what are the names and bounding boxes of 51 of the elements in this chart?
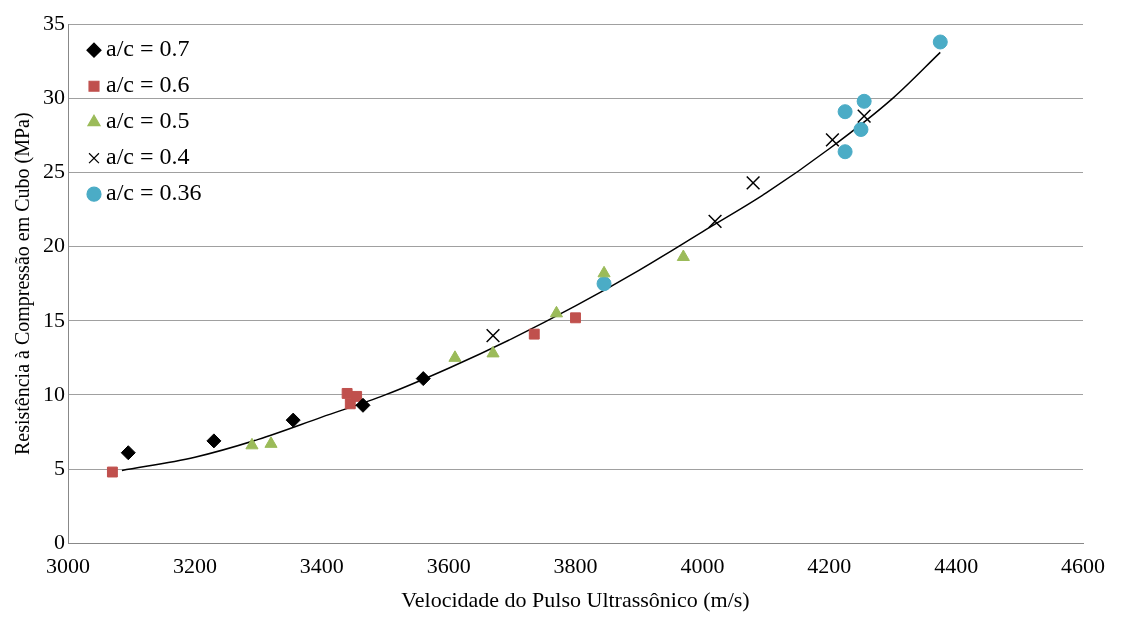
y-axis-title: Resistência à Compressão em Cubo (MPa) — [11, 112, 35, 456]
point — [837, 144, 853, 160]
point — [857, 109, 872, 124]
legend-label: a/c = 0.36 — [106, 179, 202, 206]
point — [264, 436, 278, 448]
point — [837, 104, 853, 120]
x-tick-label: 4200 — [807, 553, 852, 579]
x-tick-label: 4600 — [1061, 553, 1105, 579]
x-tick-label: 3800 — [553, 553, 598, 579]
x-tick-label: 3000 — [46, 553, 90, 579]
y-tick-label: 10 — [43, 380, 65, 406]
point — [549, 305, 564, 318]
x-tick-label: 4000 — [680, 553, 725, 579]
x-tick-label: 3200 — [172, 553, 217, 579]
point — [285, 412, 301, 428]
point — [596, 276, 612, 292]
point — [415, 371, 431, 387]
y-tick-label: 30 — [43, 84, 65, 110]
y-tick-label: 25 — [43, 158, 65, 184]
point — [486, 345, 500, 358]
x-tick-label: 3400 — [299, 553, 344, 579]
point — [676, 249, 690, 262]
point — [570, 312, 581, 324]
point — [448, 350, 462, 362]
legend-label: a/c = 0.5 — [106, 107, 190, 134]
point — [707, 214, 723, 229]
legend-label: a/c = 0.7 — [106, 35, 190, 62]
point — [245, 437, 259, 450]
point — [206, 433, 222, 449]
x-tick-label: 4400 — [934, 553, 979, 579]
point — [597, 265, 611, 278]
x-tick-label: 3600 — [426, 553, 471, 579]
point — [106, 466, 118, 478]
x-axis-title: Velocidade do Pulso Ultrassônico (m/s) — [401, 586, 750, 612]
point — [528, 328, 540, 340]
point — [853, 121, 869, 137]
point — [746, 175, 761, 190]
point — [856, 93, 872, 109]
y-tick-label: 0 — [54, 528, 65, 554]
point — [485, 328, 501, 343]
legend-label: a/c = 0.6 — [106, 71, 190, 98]
point — [351, 390, 363, 402]
point — [120, 445, 136, 461]
y-tick-label: 20 — [43, 232, 65, 258]
y-tick-label: 5 — [54, 454, 65, 480]
legend-label: a/c = 0.4 — [106, 143, 190, 170]
point — [355, 397, 371, 413]
y-tick-label: 35 — [43, 9, 65, 35]
y-tick-label: 15 — [43, 306, 65, 332]
point — [932, 34, 948, 50]
point — [825, 132, 840, 147]
